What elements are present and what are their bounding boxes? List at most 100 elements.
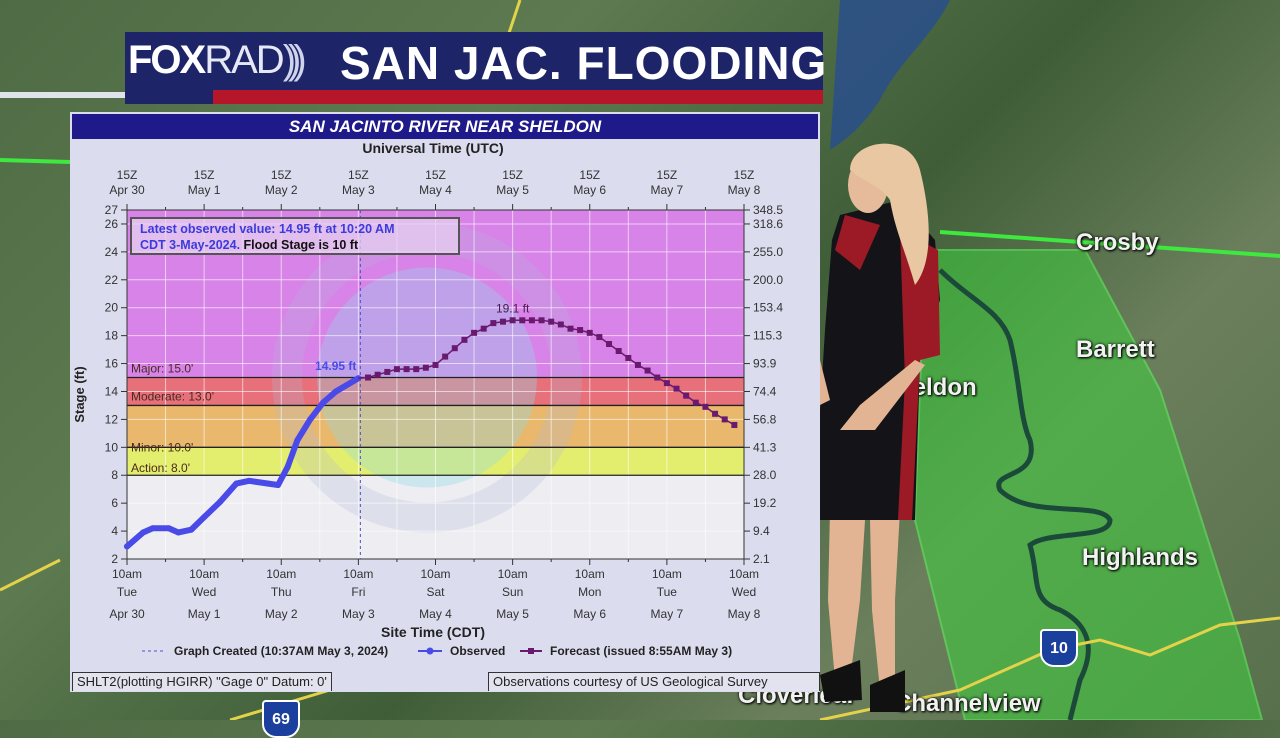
- forecast-point: [490, 320, 497, 327]
- observed-point: [124, 543, 130, 550]
- forecast-point: [606, 341, 613, 348]
- observed-point: [332, 388, 339, 395]
- forecast-point: [538, 317, 545, 324]
- bottom-tick-time-label: 10am: [498, 567, 528, 581]
- x-axis-label: Site Time (CDT): [381, 624, 485, 640]
- legend-observed-marker: [426, 647, 434, 655]
- forecast-point: [519, 317, 526, 324]
- latest-observation-note: Latest observed value: 14.95 ft at 10:20…: [130, 217, 460, 255]
- bottom-tick-date-label: May 5: [496, 607, 529, 621]
- peak-value-label: 19.1 ft: [496, 301, 530, 315]
- bottom-tick-time-label: 10am: [343, 567, 373, 581]
- logo-fox: FOX: [128, 38, 206, 82]
- right-tick-label: 153.4: [753, 301, 783, 315]
- observed-point: [175, 529, 182, 536]
- y-tick-label: 24: [105, 245, 119, 259]
- top-tick-date-label: May 3: [342, 183, 375, 197]
- lake-water: [830, 0, 950, 150]
- bottom-tick-time-label: 10am: [729, 567, 759, 581]
- right-tick-label: 56.8: [753, 412, 777, 426]
- gage-info: SHLT2(plotting HGIRR) "Gage 0" Datum: 0': [72, 672, 332, 691]
- right-tick-label: 115.3: [753, 329, 782, 343]
- observed-point: [201, 514, 208, 521]
- bottom-tick-date-label: Apr 30: [109, 607, 145, 621]
- legend-forecast-marker: [528, 648, 534, 654]
- forecast-series-line: [358, 319, 735, 426]
- bottom-tick-day-label: Tue: [117, 585, 138, 599]
- note-flood-stage: Flood Stage is 10 ft: [240, 238, 359, 252]
- top-tick-date-label: May 1: [188, 183, 221, 197]
- forecast-point: [480, 325, 487, 332]
- observed-point: [265, 480, 272, 487]
- top-tick-date-label: May 4: [419, 183, 452, 197]
- y-tick-label: 18: [105, 329, 119, 343]
- top-tick-date-label: May 2: [265, 183, 298, 197]
- forecast-point: [692, 399, 699, 406]
- forecast-point: [721, 416, 728, 423]
- map-graphics: [0, 0, 1280, 720]
- bottom-tick-time-label: 10am: [420, 567, 450, 581]
- bottom-tick-day-label: Sun: [502, 585, 523, 599]
- top-tick-z-label: 15Z: [271, 168, 292, 182]
- observed-point: [165, 525, 172, 532]
- bottom-tick-day-label: Sat: [426, 585, 445, 599]
- right-tick-label: 255.0: [753, 245, 783, 259]
- y-tick-label: 27: [105, 203, 119, 217]
- shield-number: 10: [1050, 640, 1068, 657]
- forecast-point: [567, 325, 574, 332]
- presenter-dress-red-panel: [835, 215, 940, 520]
- top-tick-date-label: Apr 30: [109, 183, 145, 197]
- hydrograph-chart: Major: 15.0' Moderate: 13.0' Minor: 10.0' A…: [72, 140, 783, 658]
- bottom-tick-day-label: Wed: [732, 585, 756, 599]
- bottom-tick-time-label: 10am: [652, 567, 682, 581]
- bottom-tick-time-label: 10am: [189, 567, 219, 581]
- forecast-point: [432, 361, 439, 368]
- top-tick-date-label: May 6: [573, 183, 606, 197]
- banner-title: SAN JAC. FLOODING: [340, 37, 828, 89]
- forecast-point: [625, 354, 632, 361]
- observed-point: [140, 529, 147, 536]
- y-tick-label: 4: [111, 524, 118, 538]
- forecast-point: [393, 366, 400, 373]
- banner-accent: [0, 92, 213, 98]
- forecast-point: [499, 318, 506, 325]
- y-tick-label: 8: [111, 468, 118, 482]
- forecast-point: [374, 371, 381, 378]
- bottom-tick-date-label: May 8: [728, 607, 761, 621]
- bottom-tick-date-label: May 3: [342, 607, 375, 621]
- forecast-point: [403, 366, 410, 373]
- legend-observed: Observed: [450, 644, 505, 658]
- county-boundary-line: [0, 158, 1280, 258]
- forecast-point: [451, 345, 458, 352]
- top-tick-z-label: 15Z: [194, 168, 215, 182]
- y-tick-label: 14: [105, 384, 119, 398]
- observed-point: [320, 399, 327, 406]
- right-tick-label: 93.9: [753, 357, 777, 371]
- forecast-point: [644, 367, 651, 374]
- river: [938, 268, 1113, 720]
- observed-point: [188, 526, 195, 533]
- top-tick-z-label: 15Z: [502, 168, 523, 182]
- presenter-shoes: [820, 660, 905, 712]
- forecast-point: [422, 364, 429, 371]
- top-axis-label: Universal Time (UTC): [362, 140, 503, 156]
- data-credit: Observations courtesy of US Geological S…: [488, 672, 820, 691]
- right-tick-label: 19.2: [753, 496, 777, 510]
- radar-waves-icon: ))): [282, 38, 307, 82]
- highway-i10: [819, 616, 1280, 720]
- forecast-point: [528, 317, 535, 324]
- top-tick-z-label: 15Z: [117, 168, 138, 182]
- forecast-point: [702, 403, 709, 410]
- top-tick-z-label: 15Z: [425, 168, 446, 182]
- top-tick-z-label: 15Z: [657, 168, 678, 182]
- y-tick-label: 22: [105, 273, 119, 287]
- forecast-point: [413, 366, 420, 373]
- right-tick-label: 318.6: [753, 217, 783, 231]
- observed-point: [233, 480, 240, 487]
- y-tick-label: 26: [105, 217, 119, 231]
- forecast-point: [654, 374, 661, 381]
- bottom-tick-day-label: Tue: [657, 585, 678, 599]
- forecast-point: [471, 329, 478, 336]
- forecast-point: [509, 317, 516, 324]
- observed-point: [149, 525, 156, 532]
